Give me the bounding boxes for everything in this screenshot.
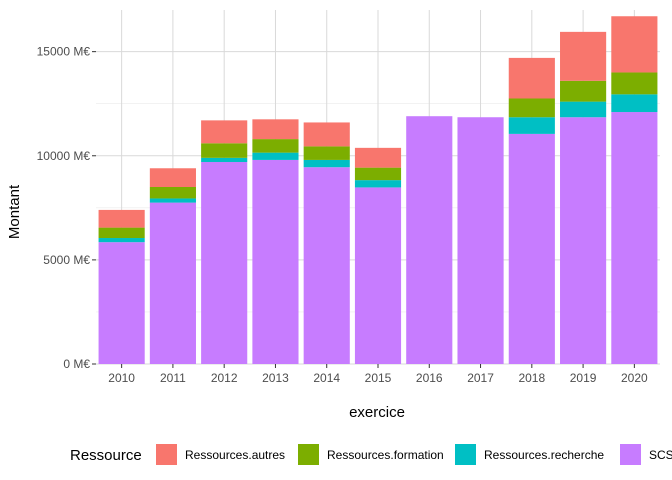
x-axis: 2010 2011 2012 2013 2014 2015 2016 2017 2018 2019… — [108, 364, 648, 385]
legend-label: SCSP — [649, 448, 672, 462]
legend-label: Ressources.autres — [185, 448, 285, 462]
bar-segment — [252, 159, 299, 364]
bar-segment — [303, 167, 350, 364]
legend-label: Ressources.formation — [327, 448, 444, 462]
x-tick-label: 2012 — [211, 371, 238, 385]
bar-segment — [98, 242, 145, 364]
legend-key — [156, 444, 177, 465]
bar-segment — [354, 187, 402, 364]
bar-segment — [406, 116, 453, 364]
legend-key — [620, 444, 641, 465]
bar-segment — [252, 139, 299, 153]
bar-segment — [508, 98, 555, 118]
bar-segment — [149, 168, 196, 187]
bar-segment — [303, 159, 350, 168]
bar-segment — [252, 119, 299, 140]
bar-segment — [560, 80, 607, 102]
legend-key — [455, 444, 476, 465]
y-tick-label: 5000 M€ — [43, 253, 90, 267]
x-tick-label: 2014 — [313, 371, 340, 385]
bar-segment — [611, 94, 658, 113]
bar-segment — [508, 57, 555, 99]
bar-segment — [354, 167, 402, 181]
y-axis-title: Montant — [6, 184, 23, 239]
bar-segment — [201, 157, 248, 163]
bar-segment — [149, 198, 196, 203]
bar-segment — [560, 101, 607, 118]
bar-segment — [201, 162, 248, 364]
x-axis-title: exercice — [349, 404, 405, 421]
bars — [98, 16, 658, 364]
bar-segment — [98, 227, 145, 239]
legend-key — [298, 444, 319, 465]
bar-segment — [560, 31, 607, 81]
bar-segment — [149, 187, 196, 199]
x-tick-label: 2017 — [467, 371, 494, 385]
bar-segment — [354, 180, 402, 188]
y-axis: 0 M€ 5000 M€ 10000 M€ 15000 M€ — [37, 45, 96, 371]
x-tick-label: 2010 — [108, 371, 135, 385]
bar-segment — [201, 143, 248, 158]
legend-label: Ressources.recherche — [484, 448, 604, 462]
bar-segment — [354, 147, 402, 168]
x-tick-label: 2016 — [416, 371, 443, 385]
bar-segment — [303, 146, 350, 160]
bar-segment — [252, 152, 299, 160]
bar-segment — [457, 117, 504, 364]
bar-segment — [508, 117, 555, 134]
legend: Ressource Ressources.autres Ressources.fo… — [70, 444, 672, 465]
bar-segment — [201, 120, 248, 144]
legend-title: Ressource — [70, 447, 142, 464]
x-tick-label: 2013 — [262, 371, 289, 385]
bar-segment — [611, 72, 658, 95]
x-tick-label: 2019 — [570, 371, 597, 385]
bar-segment — [611, 112, 658, 364]
x-tick-label: 2015 — [365, 371, 392, 385]
bar-segment — [508, 133, 555, 364]
x-tick-label: 2011 — [160, 371, 186, 385]
y-tick-label: 0 M€ — [63, 357, 90, 371]
bar-segment — [560, 117, 607, 364]
bar-segment — [98, 238, 145, 243]
bar-segment — [303, 122, 350, 147]
x-tick-label: 2020 — [621, 371, 648, 385]
bar-segment — [98, 209, 145, 228]
y-tick-label: 10000 M€ — [37, 149, 91, 163]
y-tick-label: 15000 M€ — [37, 45, 91, 59]
bar-segment — [149, 202, 196, 364]
bar-segment — [611, 16, 658, 73]
x-tick-label: 2018 — [518, 371, 545, 385]
